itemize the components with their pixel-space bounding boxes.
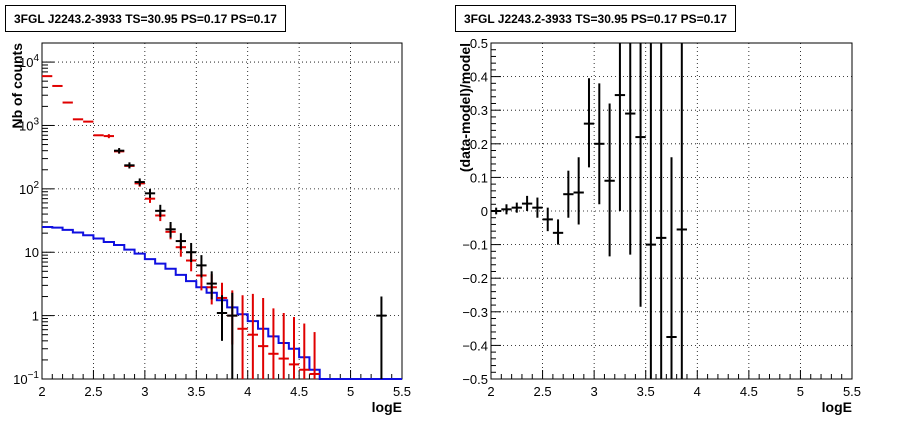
y-tick-label: 104 xyxy=(19,53,39,70)
right-panel-title: 3FGL J2243.2-3933 TS=30.95 PS=0.17 PS=0.… xyxy=(455,5,736,32)
x-tick-label: 4.5 xyxy=(740,384,758,399)
x-tick-label: 2.5 xyxy=(84,384,102,399)
plot-frame xyxy=(41,42,403,380)
x-tick-label: 4 xyxy=(694,384,701,399)
y-tick-label: −0.1 xyxy=(462,238,488,253)
y-tick-label: 1 xyxy=(32,309,39,324)
y-tick-label: −0.2 xyxy=(462,271,488,286)
y-tick-label: 0.1 xyxy=(470,170,488,185)
x-axis-label: logE xyxy=(372,399,402,415)
y-tick-label: 0 xyxy=(481,204,488,219)
left-panel-title: 3FGL J2243.2-3933 TS=30.95 PS=0.17 PS=0.… xyxy=(5,5,286,32)
y-tick-label: −0.5 xyxy=(462,372,488,387)
y-tick-label: −0.4 xyxy=(462,338,488,353)
x-tick-label: 4.5 xyxy=(290,384,308,399)
x-tick-label: 3 xyxy=(141,384,148,399)
x-axis-label: logE xyxy=(822,399,852,415)
y-tick-label: 0.4 xyxy=(470,70,488,85)
y-tick-label: 102 xyxy=(19,180,39,197)
x-tick-label: 5.5 xyxy=(393,384,411,399)
y-tick-label: 103 xyxy=(19,116,39,133)
x-tick-label: 4 xyxy=(244,384,251,399)
x-tick-label: 5.5 xyxy=(843,384,861,399)
y-axis-label: Nb of counts xyxy=(9,43,25,129)
x-tick-label: 3.5 xyxy=(187,384,205,399)
y-axis-label: (data-model)/model xyxy=(457,43,473,172)
x-tick-label: 3 xyxy=(591,384,598,399)
x-tick-label: 2 xyxy=(487,384,494,399)
y-tick-label: 0.5 xyxy=(470,36,488,51)
y-tick-label: −0.3 xyxy=(462,305,488,320)
x-tick-label: 2 xyxy=(38,384,45,399)
y-tick-label: 0.3 xyxy=(470,103,488,118)
model-histogram xyxy=(42,226,402,380)
x-tick-label: 5 xyxy=(347,384,354,399)
x-tick-label: 3.5 xyxy=(637,384,655,399)
x-tick-label: 5 xyxy=(797,384,804,399)
y-tick-label: 0.2 xyxy=(470,137,488,152)
x-tick-label: 2.5 xyxy=(534,384,552,399)
y-tick-label: 10−1 xyxy=(13,370,39,387)
y-tick-label: 10 xyxy=(25,245,39,260)
